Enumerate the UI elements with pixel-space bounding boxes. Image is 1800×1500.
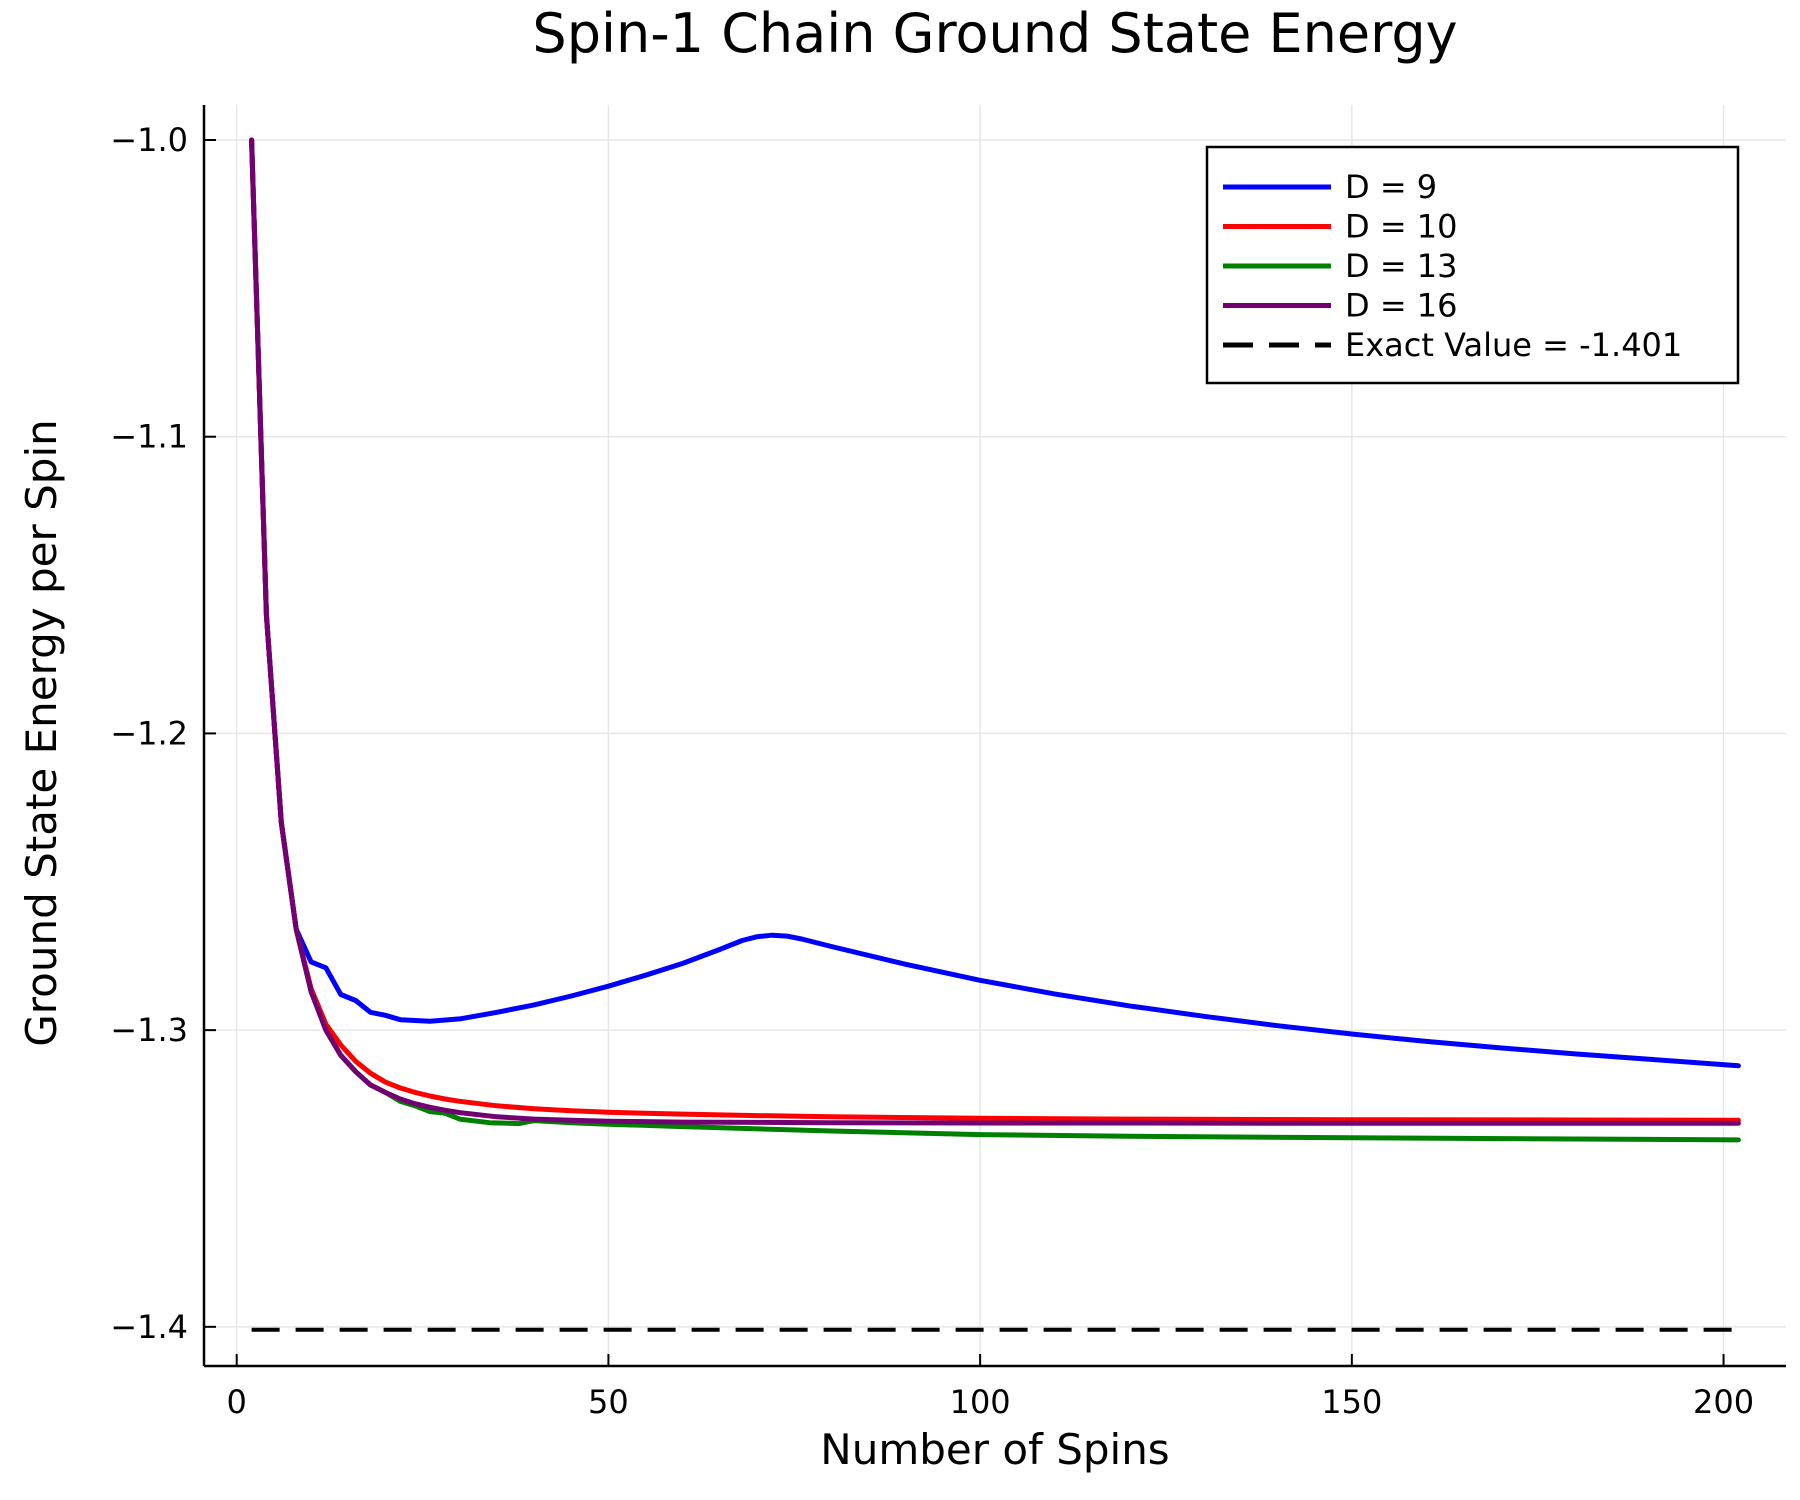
x-tick-label: 150 (1321, 1383, 1382, 1421)
chart-title: Spin-1 Chain Ground State Energy (532, 2, 1457, 65)
plot-lines (249, 137, 1741, 1332)
y-axis-label: Ground State Energy per Spin (17, 419, 66, 1046)
grid-lines (204, 105, 1786, 1366)
series-line (249, 137, 1741, 1069)
y-tick-label: −1.2 (110, 714, 188, 752)
y-tick-label: −1.4 (110, 1308, 188, 1346)
x-tick-label: 100 (950, 1383, 1011, 1421)
x-tick-label: 50 (588, 1383, 629, 1421)
legend-label: D = 16 (1345, 287, 1458, 325)
y-tick-label: −1.0 (110, 121, 188, 159)
x-tick-label: 0 (227, 1383, 247, 1421)
legend-label: D = 13 (1345, 247, 1458, 285)
series-line (249, 137, 1741, 1126)
x-tick-label: 200 (1693, 1383, 1754, 1421)
y-tick-label: −1.1 (110, 418, 188, 456)
y-tick-labels: −1.0 −1.1 −1.2 −1.3 −1.4 (110, 121, 188, 1346)
legend-label: Exact Value = -1.401 (1345, 326, 1682, 364)
x-axis-label: Number of Spins (820, 1425, 1169, 1474)
y-tick-label: −1.3 (110, 1011, 188, 1049)
legend-label: D = 10 (1345, 208, 1458, 246)
x-tick-labels: 0 50 100 150 200 (227, 1383, 1755, 1421)
legend-label: D = 9 (1345, 168, 1437, 206)
axes (202, 105, 1786, 1368)
